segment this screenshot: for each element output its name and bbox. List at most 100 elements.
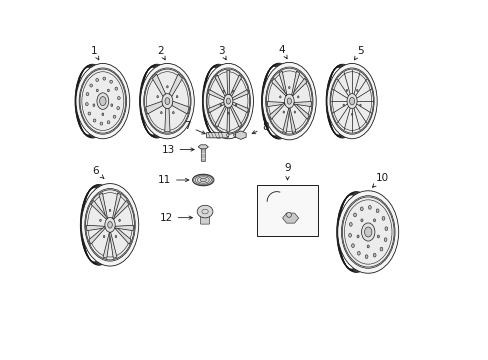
- Ellipse shape: [226, 134, 228, 137]
- Text: 6: 6: [92, 166, 104, 179]
- Ellipse shape: [88, 112, 91, 115]
- Polygon shape: [232, 102, 248, 113]
- Ellipse shape: [366, 245, 368, 248]
- Polygon shape: [235, 131, 245, 139]
- Ellipse shape: [86, 93, 89, 96]
- Polygon shape: [99, 193, 107, 219]
- Polygon shape: [112, 193, 121, 219]
- Polygon shape: [226, 108, 229, 132]
- Ellipse shape: [80, 69, 125, 133]
- Ellipse shape: [102, 113, 103, 116]
- Ellipse shape: [364, 227, 371, 237]
- Ellipse shape: [356, 235, 358, 238]
- Ellipse shape: [220, 104, 221, 106]
- Polygon shape: [109, 232, 117, 258]
- Ellipse shape: [372, 253, 375, 257]
- Ellipse shape: [330, 69, 373, 133]
- Polygon shape: [89, 226, 105, 244]
- Ellipse shape: [353, 213, 356, 217]
- Text: 3: 3: [218, 46, 225, 60]
- Bar: [201, 147, 204, 161]
- Ellipse shape: [85, 103, 88, 105]
- Ellipse shape: [223, 90, 224, 93]
- Ellipse shape: [359, 104, 361, 106]
- Polygon shape: [164, 108, 170, 132]
- Polygon shape: [215, 106, 226, 127]
- Ellipse shape: [97, 93, 108, 109]
- Ellipse shape: [361, 223, 374, 241]
- Ellipse shape: [197, 205, 212, 218]
- Polygon shape: [226, 70, 229, 94]
- Bar: [257, 185, 317, 237]
- Polygon shape: [169, 74, 182, 96]
- Ellipse shape: [326, 63, 376, 139]
- Ellipse shape: [329, 68, 373, 134]
- Ellipse shape: [377, 235, 379, 238]
- Polygon shape: [152, 74, 165, 96]
- Ellipse shape: [79, 68, 126, 134]
- Polygon shape: [271, 78, 286, 96]
- Polygon shape: [269, 103, 285, 120]
- Ellipse shape: [115, 235, 117, 238]
- Ellipse shape: [143, 68, 191, 134]
- Ellipse shape: [360, 219, 362, 222]
- Polygon shape: [115, 226, 131, 244]
- Ellipse shape: [368, 206, 370, 209]
- Ellipse shape: [343, 104, 344, 106]
- Ellipse shape: [157, 95, 158, 98]
- Ellipse shape: [203, 63, 253, 139]
- Ellipse shape: [166, 86, 168, 88]
- Ellipse shape: [356, 89, 357, 91]
- Polygon shape: [115, 225, 133, 231]
- Ellipse shape: [375, 209, 378, 213]
- Ellipse shape: [84, 189, 135, 261]
- Ellipse shape: [265, 67, 312, 135]
- Ellipse shape: [284, 94, 294, 108]
- Polygon shape: [198, 145, 208, 149]
- Ellipse shape: [342, 197, 393, 267]
- Ellipse shape: [286, 212, 291, 217]
- Ellipse shape: [373, 219, 375, 222]
- Ellipse shape: [100, 122, 102, 125]
- Polygon shape: [232, 90, 248, 100]
- Ellipse shape: [283, 111, 284, 113]
- Ellipse shape: [107, 221, 112, 228]
- Ellipse shape: [384, 227, 387, 230]
- Ellipse shape: [232, 90, 233, 93]
- Text: 8: 8: [252, 122, 268, 134]
- Ellipse shape: [164, 98, 169, 104]
- Ellipse shape: [286, 98, 291, 104]
- FancyBboxPatch shape: [206, 132, 228, 138]
- Ellipse shape: [262, 62, 316, 140]
- Ellipse shape: [176, 95, 178, 98]
- Ellipse shape: [110, 80, 112, 83]
- Ellipse shape: [288, 86, 289, 89]
- Ellipse shape: [81, 184, 139, 266]
- Ellipse shape: [104, 217, 115, 232]
- Ellipse shape: [117, 107, 119, 109]
- Polygon shape: [112, 201, 129, 219]
- Text: 2: 2: [157, 46, 165, 60]
- Polygon shape: [103, 232, 110, 258]
- Ellipse shape: [113, 115, 116, 118]
- Ellipse shape: [107, 121, 110, 124]
- Ellipse shape: [111, 104, 113, 107]
- Ellipse shape: [351, 113, 352, 115]
- Ellipse shape: [107, 89, 109, 92]
- Polygon shape: [282, 213, 298, 223]
- Text: 5: 5: [354, 46, 364, 60]
- Ellipse shape: [109, 209, 111, 212]
- Text: 9: 9: [284, 163, 290, 180]
- Ellipse shape: [100, 96, 106, 105]
- Polygon shape: [293, 103, 308, 120]
- Ellipse shape: [349, 97, 354, 105]
- Ellipse shape: [348, 234, 351, 237]
- Ellipse shape: [93, 119, 96, 122]
- Ellipse shape: [365, 255, 367, 258]
- Ellipse shape: [351, 244, 354, 247]
- Ellipse shape: [379, 247, 382, 251]
- Text: 12: 12: [159, 213, 192, 222]
- Ellipse shape: [297, 96, 298, 98]
- Ellipse shape: [96, 78, 98, 81]
- Ellipse shape: [384, 238, 386, 242]
